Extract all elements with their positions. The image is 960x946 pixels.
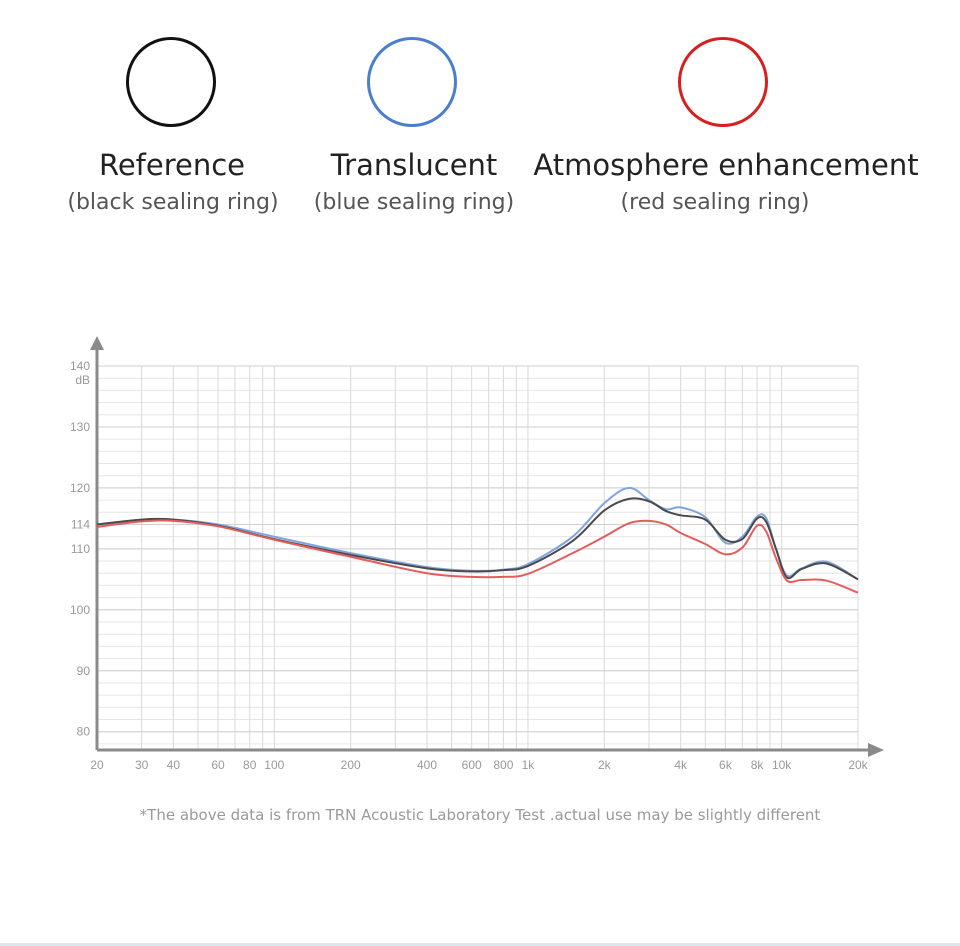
variant-name: Atmosphere enhancement xyxy=(533,148,919,182)
y-tick-label: 114 xyxy=(71,517,90,531)
red-ring-icon xyxy=(678,37,768,127)
x-tick-label: 20 xyxy=(90,758,104,772)
frequency-response-chart: 140 130 120 114 110 100 90 80 20 30 40 60 80 100 200 4… xyxy=(70,336,884,772)
y-tick-label: 80 xyxy=(77,725,91,739)
x-tick-label: 400 xyxy=(417,758,437,772)
blue-ring-icon xyxy=(367,37,457,127)
series-line xyxy=(96,519,859,594)
x-tick-label: 60 xyxy=(211,758,225,772)
variant-name: Translucent xyxy=(330,148,498,182)
y-axis-arrow-icon xyxy=(90,336,104,350)
minor-gridlines xyxy=(97,377,858,745)
x-tick-label: 200 xyxy=(341,758,361,772)
y-tick-label: 110 xyxy=(71,542,90,556)
variant-subtitle: (blue sealing ring) xyxy=(313,190,515,215)
horizontal-gridlines xyxy=(97,365,858,733)
black-ring-icon xyxy=(126,37,216,127)
x-tick-label: 600 xyxy=(462,758,482,772)
x-tick-label: 30 xyxy=(135,758,149,772)
series-lines xyxy=(96,486,859,594)
series-line xyxy=(96,497,859,581)
x-tick-label: 800 xyxy=(493,758,513,772)
footnote: *The above data is from TRN Acoustic Lab… xyxy=(139,806,821,824)
vertical-gridlines xyxy=(96,366,859,750)
x-tick-label: 40 xyxy=(167,758,181,772)
x-tick-label: 10k xyxy=(772,758,792,772)
y-tick-label: 120 xyxy=(70,481,90,495)
x-tick-label: 6k xyxy=(719,758,733,772)
x-tick-label: 8k xyxy=(751,758,765,772)
x-tick-labels: 20 30 40 60 80 100 200 400 600 800 1k 2k 4k 6k 8k 10k 20… xyxy=(90,758,868,772)
y-tick-label: 100 xyxy=(70,603,90,617)
axes xyxy=(90,336,884,757)
y-tick-label: 130 xyxy=(70,420,90,434)
x-tick-label: 20k xyxy=(848,758,868,772)
x-axis-arrow-icon xyxy=(868,743,884,757)
x-tick-label: 2k xyxy=(598,758,612,772)
variant-subtitle: (black sealing ring) xyxy=(67,190,279,215)
x-tick-label: 4k xyxy=(674,758,688,772)
variant-subtitle: (red sealing ring) xyxy=(620,190,810,215)
variant-name: Reference xyxy=(98,148,246,182)
y-tick-label: 140 xyxy=(70,359,90,373)
y-tick-labels: 140 130 120 114 110 100 90 80 xyxy=(70,359,90,739)
y-axis-unit: dB xyxy=(75,373,90,387)
series-line xyxy=(96,486,859,581)
x-tick-label: 1k xyxy=(522,758,536,772)
y-tick-label: 90 xyxy=(77,664,91,678)
x-tick-label: 80 xyxy=(243,758,257,772)
x-tick-label: 100 xyxy=(264,758,284,772)
bottom-divider xyxy=(0,943,960,946)
